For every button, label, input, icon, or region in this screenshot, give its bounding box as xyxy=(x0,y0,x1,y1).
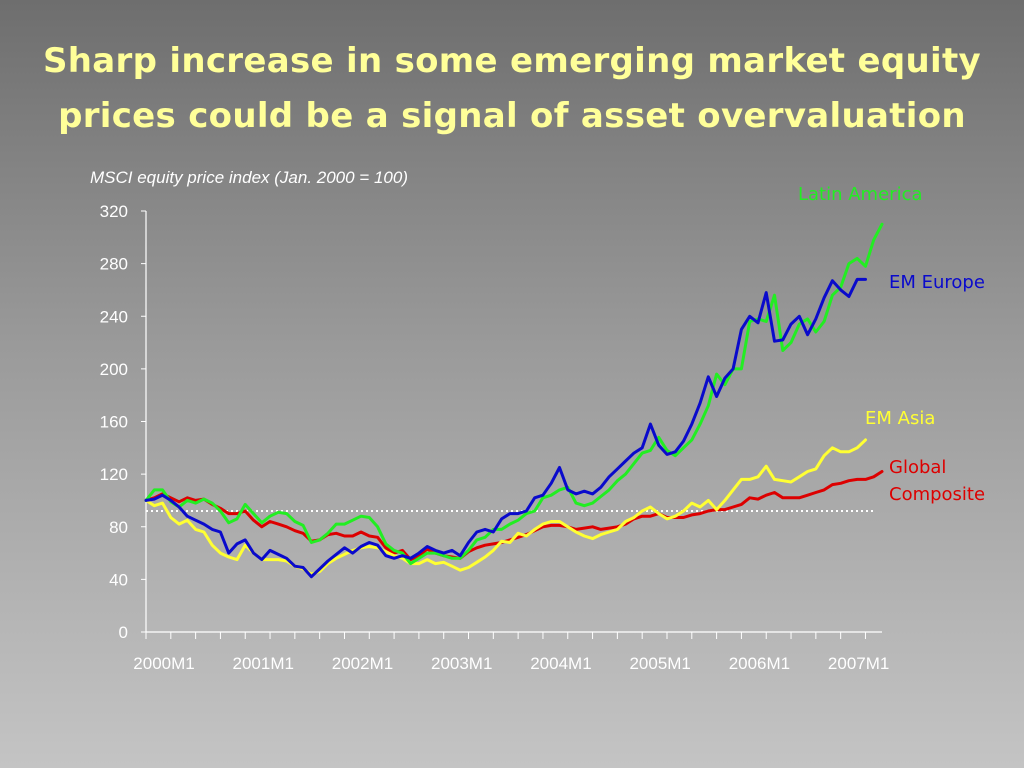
series-label-em-europe: EM Europe xyxy=(889,272,985,293)
series-label-em-asia: EM Asia xyxy=(865,408,935,429)
y-tick-label: 320 xyxy=(100,202,128,221)
series-label-global-composite: Composite xyxy=(889,484,985,505)
x-tick-label: 2000M1 xyxy=(133,654,194,673)
y-tick-label: 80 xyxy=(109,518,128,537)
y-tick-label: 40 xyxy=(109,570,128,589)
x-tick-label: 2005M1 xyxy=(629,654,690,673)
series-labels: Latin America EM Europe EM Asia Global Compo… xyxy=(798,184,985,505)
y-tick-label: 280 xyxy=(100,255,128,274)
chart-subtitle: MSCI equity price index (Jan. 2000 = 100… xyxy=(90,168,408,187)
slide-title-line-1: Sharp increase in some emerging market e… xyxy=(43,41,981,81)
slide-title: Sharp increase in some emerging market e… xyxy=(40,34,984,144)
series-line-em-asia xyxy=(144,438,867,576)
y-tick-label: 120 xyxy=(100,465,128,484)
x-tick-label: 2002M1 xyxy=(332,654,393,673)
series-line-em-europe xyxy=(144,277,867,579)
y-tick-label: 240 xyxy=(100,307,128,326)
series-label-global-composite: Global xyxy=(889,457,946,478)
x-tick-label: 2001M1 xyxy=(233,654,294,673)
chart-axes: 0 40 80 120 160 200 240 280 320 2000M1 2001M1 2002M… xyxy=(100,202,890,673)
y-tick-label: 160 xyxy=(100,413,128,432)
y-tick-label: 200 xyxy=(100,360,128,379)
x-tick-label: 2004M1 xyxy=(530,654,591,673)
series-lines xyxy=(144,222,884,579)
slide-title-line-2: prices could be a signal of asset overva… xyxy=(58,96,966,136)
y-tick-label: 0 xyxy=(119,623,128,642)
x-tick-label: 2003M1 xyxy=(431,654,492,673)
x-tick-label: 2006M1 xyxy=(729,654,790,673)
x-tick-label: 2007M1 xyxy=(828,654,889,673)
series-label-latin-america: Latin America xyxy=(798,184,923,205)
